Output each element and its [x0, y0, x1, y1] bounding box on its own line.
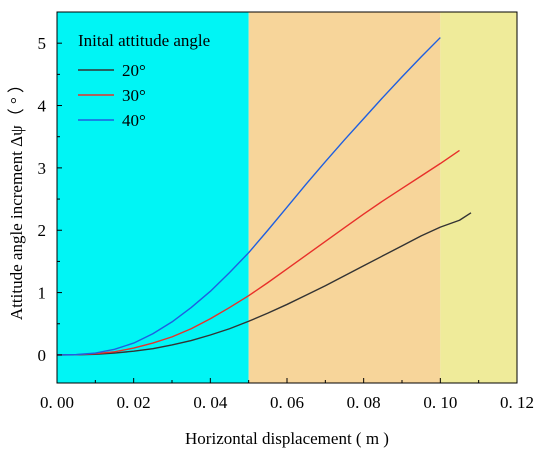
y-tick-label: 2 [38, 221, 47, 240]
background-regions [57, 12, 517, 383]
x-axis-ticks: 0. 00 0. 02 0. 04 0. 06 0. 08 0. 10 0. 12 [40, 378, 534, 412]
y-tick-label: 1 [38, 284, 47, 303]
series-line-3 [56, 37, 441, 356]
x-axis-label: Horizontal displacement ( m ) [185, 429, 389, 448]
x-tick-label: 0. 04 [193, 393, 228, 412]
legend-title: Inital attitude angle [78, 31, 210, 50]
y-tick-label: 4 [38, 97, 47, 116]
background-region-3 [440, 12, 517, 383]
legend-label-2: 30° [122, 86, 146, 105]
legend-label-3: 40° [122, 111, 146, 130]
y-axis-label: Attitude angle increment Δψ（ ° ） [7, 76, 26, 320]
legend-label-1: 20° [122, 61, 146, 80]
series-line-1 [56, 212, 472, 356]
x-tick-label: 0. 08 [347, 393, 381, 412]
x-tick-label: 0. 12 [500, 393, 534, 412]
x-tick-label: 0. 02 [117, 393, 151, 412]
series-lines [56, 37, 472, 356]
background-region-2 [248, 12, 441, 383]
legend: Inital attitude angle 20° 30° 40° [78, 31, 210, 130]
y-tick-label: 3 [38, 159, 47, 178]
x-tick-label: 0. 00 [40, 393, 74, 412]
background-region-1 [57, 12, 249, 383]
y-tick-label: 0 [38, 346, 47, 365]
y-tick-label: 5 [38, 34, 47, 53]
y-axis-ticks: 0 1 2 3 4 5 [38, 34, 62, 365]
series-line-2 [56, 149, 460, 356]
x-tick-label: 0. 06 [270, 393, 304, 412]
x-tick-label: 0. 10 [423, 393, 457, 412]
